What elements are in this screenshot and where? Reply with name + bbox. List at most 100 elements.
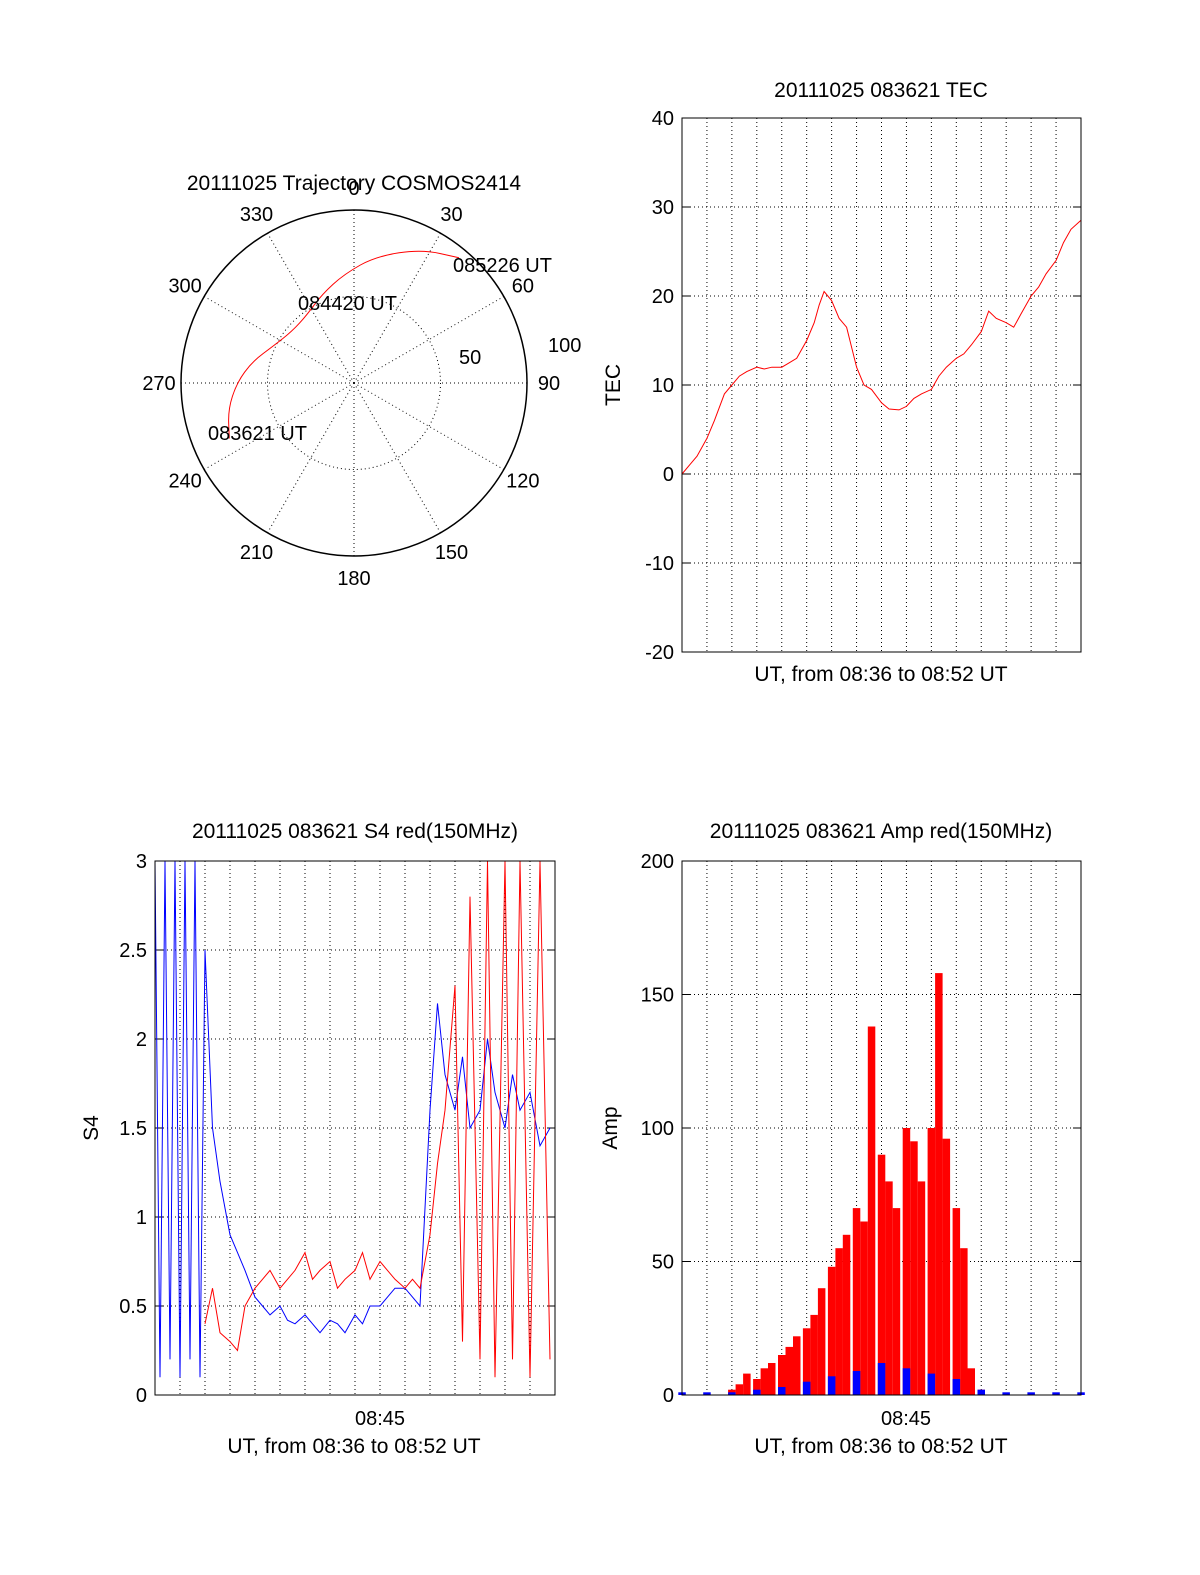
amp-red-bar-10 bbox=[810, 1314, 818, 1395]
polar-spoke-120 bbox=[353, 382, 505, 470]
trajectory-line bbox=[228, 250, 460, 439]
s4-ytick-0: 3 bbox=[136, 851, 147, 873]
amp-blue-bar-15 bbox=[1052, 1392, 1060, 1395]
amp-red-bar-7 bbox=[785, 1346, 793, 1395]
s4-ytick-5: 0.5 bbox=[119, 1296, 147, 1318]
amp-red-bar-5 bbox=[768, 1363, 776, 1395]
amp-blue-bar-9 bbox=[902, 1368, 911, 1395]
amp-frame bbox=[681, 860, 1082, 1396]
amp-red-bar-9 bbox=[802, 1328, 811, 1396]
amp-red-bar-12 bbox=[827, 1266, 836, 1395]
amp-red-bar-14 bbox=[842, 1234, 851, 1395]
amp-red-bar-23 bbox=[917, 1181, 926, 1395]
azimuth-label-0: 0 bbox=[348, 178, 359, 200]
tec-ytick-0: 40 bbox=[652, 108, 674, 130]
tec-series-line bbox=[681, 219, 1082, 475]
tec-ytick-6: -20 bbox=[645, 642, 674, 664]
amp-y-tick-labels: 200 150 100 50 0 bbox=[641, 851, 674, 1407]
s4-ytick-6: 0 bbox=[136, 1385, 147, 1407]
s4-red-series-line bbox=[204, 860, 551, 1378]
amp-ytick-4: 0 bbox=[663, 1385, 674, 1407]
amp-blue-bar-12 bbox=[977, 1389, 985, 1395]
radial-label-50: 50 bbox=[459, 347, 481, 369]
amp-blue-bar-14 bbox=[1027, 1392, 1035, 1395]
azimuth-label-210: 210 bbox=[240, 542, 273, 564]
azimuth-label-90: 90 bbox=[538, 373, 560, 395]
azimuth-label-300: 300 bbox=[168, 276, 201, 298]
azimuth-label-30: 30 bbox=[440, 204, 462, 226]
amp-red-bar-1 bbox=[735, 1384, 744, 1395]
polar-spoke-60 bbox=[353, 296, 505, 384]
polar-title: 20111025 Trajectory COSMOS2414 bbox=[187, 172, 522, 195]
tec-ytick-1: 30 bbox=[652, 197, 674, 219]
tec-title: 20111025 083621 TEC bbox=[774, 79, 988, 102]
amp-red-bar-22 bbox=[910, 1141, 918, 1395]
azimuth-label-120: 120 bbox=[506, 471, 539, 493]
s4-x-axis-label: UT, from 08:36 to 08:52 UT bbox=[227, 1435, 480, 1458]
amp-red-bar-4 bbox=[760, 1368, 769, 1395]
tec-ytick-5: -10 bbox=[645, 553, 674, 575]
amp-red-bar-17 bbox=[867, 1026, 876, 1395]
amp-red-series bbox=[728, 973, 985, 1396]
polar-spoke-210 bbox=[267, 382, 355, 534]
amp-red-bar-28 bbox=[960, 1248, 968, 1395]
azimuth-label-270: 270 bbox=[142, 373, 175, 395]
amp-blue-bar-3 bbox=[753, 1389, 761, 1395]
polar-spoke-150 bbox=[353, 382, 441, 534]
polar-panel: 20111025 Trajectory COSMOS2414 083621 UT… bbox=[142, 172, 581, 590]
amp-blue-bar-7 bbox=[852, 1371, 861, 1395]
amp-red-bar-15 bbox=[852, 1208, 861, 1395]
s4-ytick-3: 1.5 bbox=[119, 1118, 147, 1140]
trajectory-start-label: 083621 UT bbox=[208, 423, 307, 445]
polar-inner-circle bbox=[267, 296, 441, 470]
amp-red-bar-11 bbox=[817, 1288, 826, 1395]
polar-grid bbox=[181, 210, 527, 556]
trajectory-mid-label: 084420 UT bbox=[298, 293, 397, 315]
s4-frame bbox=[154, 860, 556, 1396]
amp-blue-bar-10 bbox=[927, 1373, 936, 1395]
amp-red-bar-19 bbox=[885, 1181, 893, 1395]
s4-ytick-4: 1 bbox=[136, 1207, 147, 1229]
tec-x-axis-label: UT, from 08:36 to 08:52 UT bbox=[754, 663, 1007, 686]
polar-spoke-240 bbox=[203, 382, 355, 470]
amp-x-tick-label: 08:45 bbox=[881, 1408, 931, 1430]
s4-ytick-2: 2 bbox=[136, 1029, 147, 1051]
polar-spoke-330 bbox=[267, 232, 355, 384]
amp-red-bar-26 bbox=[942, 1138, 951, 1395]
amp-blue-bar-4 bbox=[778, 1387, 786, 1395]
amp-blue-bar-2 bbox=[728, 1392, 736, 1395]
amp-red-bar-18 bbox=[877, 1154, 886, 1395]
azimuth-label-330: 330 bbox=[240, 204, 273, 226]
tec-ytick-3: 10 bbox=[652, 375, 674, 397]
amp-blue-bar-11 bbox=[952, 1379, 961, 1395]
tec-ytick-2: 20 bbox=[652, 286, 674, 308]
amp-red-bar-27 bbox=[952, 1208, 961, 1395]
s4-y-axis-label: S4 bbox=[80, 1115, 103, 1141]
azimuth-label-180: 180 bbox=[337, 568, 370, 590]
s4-x-tick-label: 08:45 bbox=[355, 1408, 405, 1430]
amp-y-axis-label: Amp bbox=[599, 1106, 622, 1149]
amp-red-bar-25 bbox=[935, 973, 943, 1395]
amp-ytick-1: 150 bbox=[641, 985, 674, 1007]
tec-y-tick-labels: 40 30 20 10 0 -10 -20 bbox=[645, 108, 674, 664]
amp-panel: 20111025 083621 Amp red(150MHz) 200 150 10… bbox=[599, 820, 1085, 1458]
amp-ytick-2: 100 bbox=[641, 1118, 674, 1140]
tec-y-axis-label: TEC bbox=[602, 364, 625, 406]
s4-ytick-1: 2.5 bbox=[119, 940, 147, 962]
amp-red-bar-6 bbox=[778, 1355, 786, 1395]
amp-red-bar-13 bbox=[835, 1248, 843, 1395]
amp-ytick-3: 50 bbox=[652, 1252, 674, 1274]
s4-y-tick-labels: 3 2.5 2 1.5 1 0.5 0 bbox=[119, 851, 147, 1407]
amp-red-bar-20 bbox=[892, 1208, 901, 1395]
amp-blue-bar-8 bbox=[877, 1363, 886, 1395]
amp-red-bar-24 bbox=[927, 1128, 936, 1395]
amp-blue-series bbox=[678, 1363, 1085, 1395]
azimuth-label-240: 240 bbox=[168, 471, 201, 493]
amp-red-bar-29 bbox=[967, 1368, 975, 1395]
polar-outer-circle bbox=[180, 209, 528, 557]
amp-blue-bar-13 bbox=[1002, 1392, 1010, 1395]
polar-spoke-30 bbox=[353, 232, 441, 384]
amp-blue-bar-5 bbox=[802, 1381, 811, 1395]
tec-ytick-4: 0 bbox=[663, 464, 674, 486]
